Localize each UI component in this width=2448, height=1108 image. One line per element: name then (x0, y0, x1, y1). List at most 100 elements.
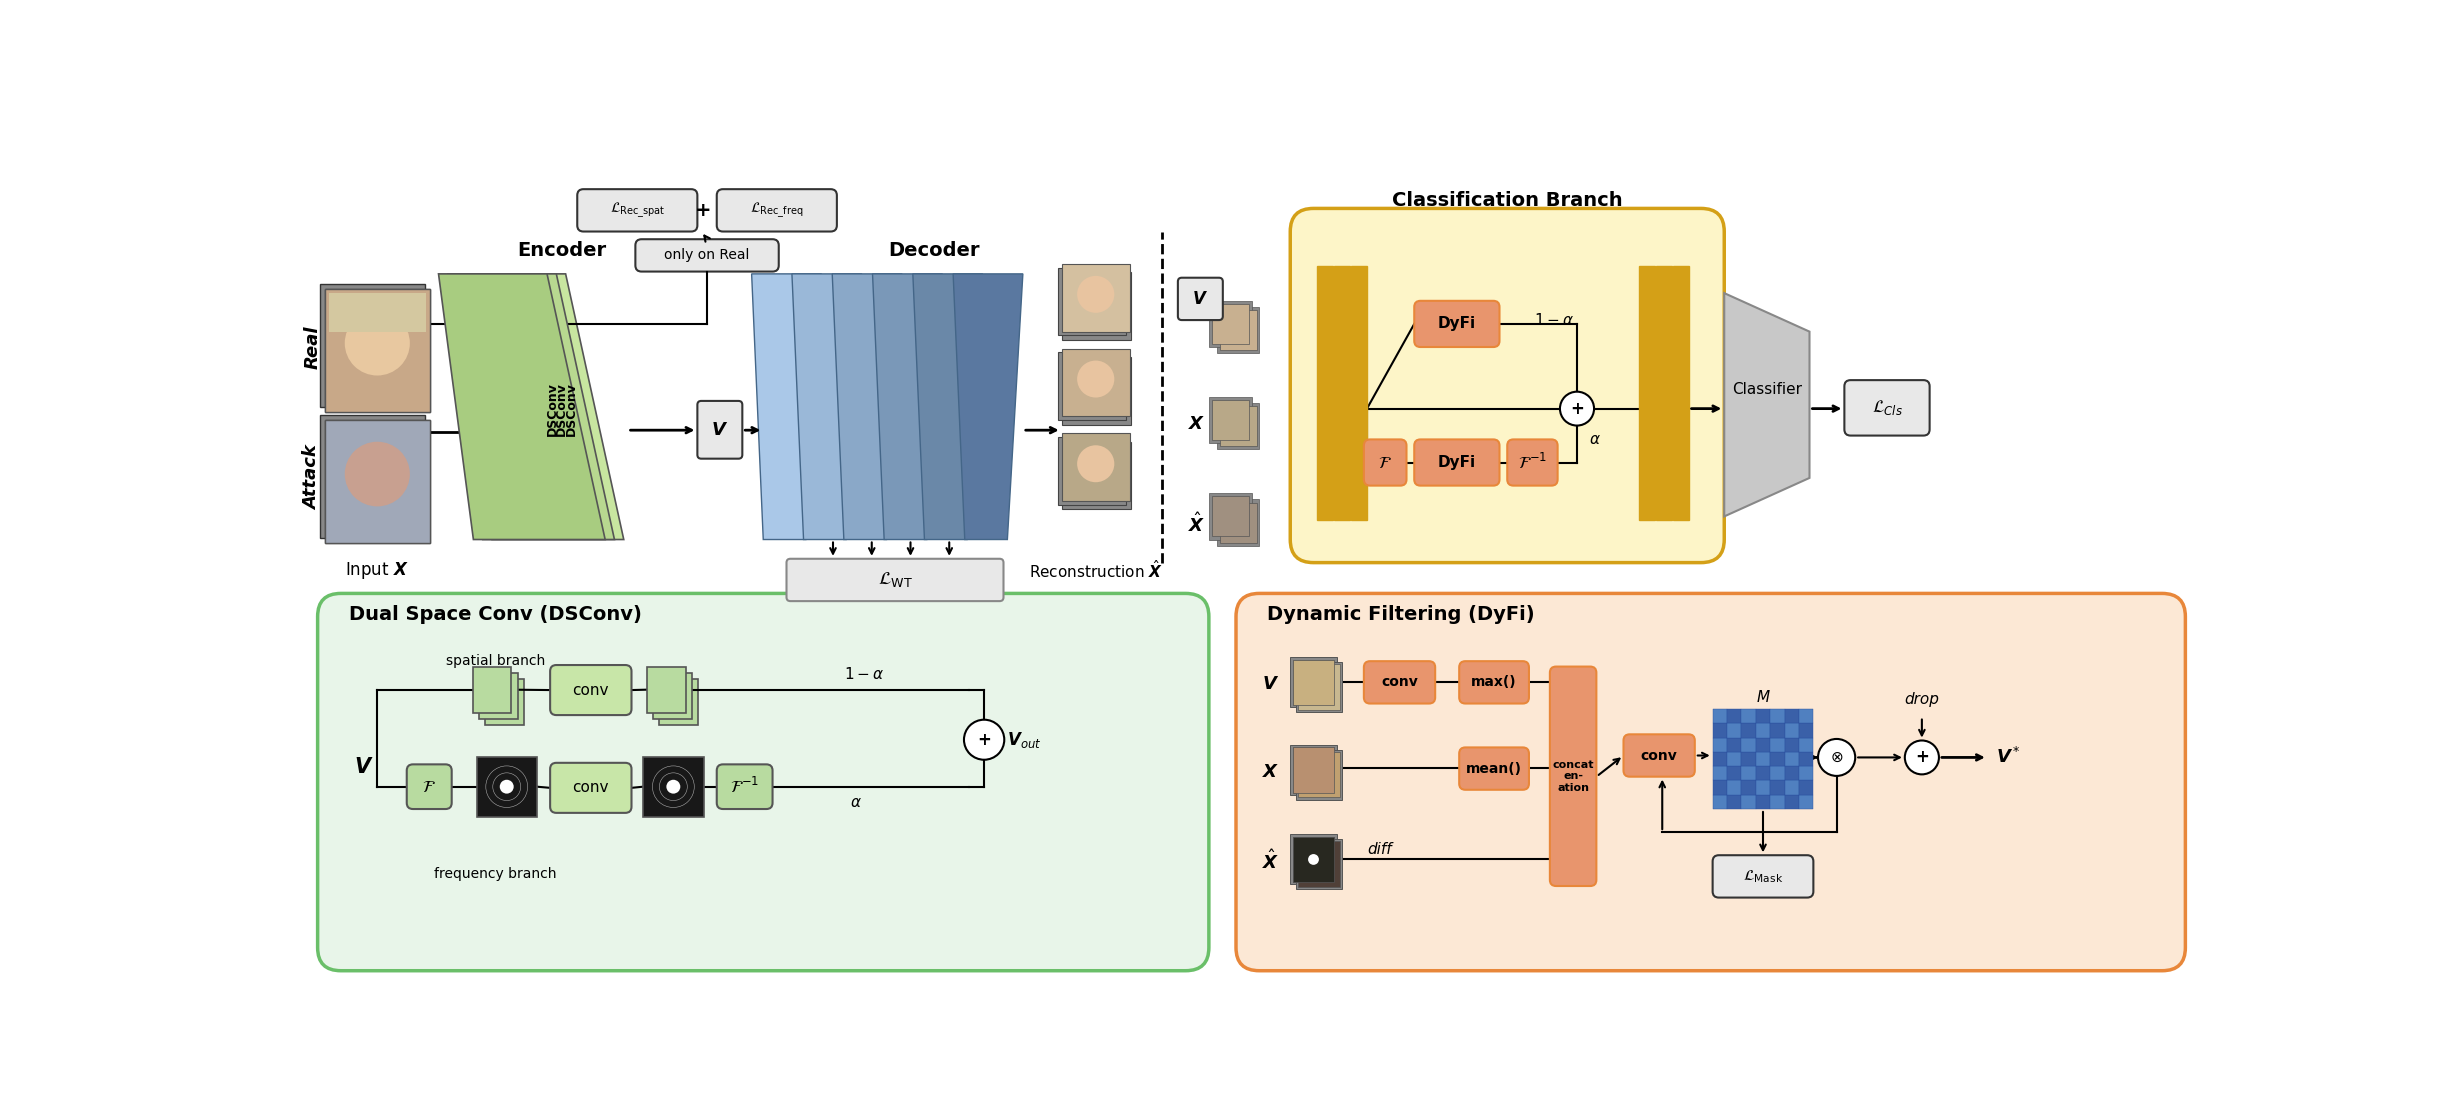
Polygon shape (328, 294, 426, 331)
Bar (1334, 266, 1349, 521)
Bar (1741, 780, 1755, 794)
Bar (1755, 709, 1770, 724)
Bar (1297, 752, 1339, 798)
Bar (1317, 266, 1332, 521)
Bar (321, 414, 424, 538)
Bar (1297, 841, 1339, 886)
Bar (1770, 766, 1785, 780)
FancyBboxPatch shape (1714, 855, 1814, 897)
Text: Classification Branch: Classification Branch (1393, 192, 1623, 211)
FancyBboxPatch shape (786, 558, 1004, 602)
FancyBboxPatch shape (1236, 594, 2186, 971)
Text: Attack: Attack (304, 445, 321, 511)
Text: Real: Real (304, 326, 321, 369)
Bar (1209, 493, 1251, 540)
Bar (1726, 780, 1741, 794)
Text: $\mathcal{F}$: $\mathcal{F}$ (424, 778, 436, 796)
Text: +: + (1914, 748, 1929, 767)
Text: +: + (977, 730, 991, 749)
Bar (1219, 310, 1256, 350)
Bar (1672, 266, 1689, 521)
Polygon shape (438, 274, 605, 540)
Text: +: + (695, 201, 712, 219)
Bar (1799, 766, 1814, 780)
Text: conv: conv (573, 683, 610, 698)
Circle shape (1077, 276, 1114, 312)
Bar (1785, 724, 1799, 738)
FancyBboxPatch shape (717, 765, 774, 809)
Text: drop: drop (1905, 692, 1939, 707)
Bar (326, 420, 431, 543)
Bar (1290, 834, 1337, 884)
Text: +: + (1569, 400, 1584, 418)
Bar (1770, 780, 1785, 794)
Bar (1770, 794, 1785, 809)
Text: DSConv: DSConv (565, 381, 578, 435)
Text: only on Real: only on Real (663, 248, 749, 263)
Text: conv: conv (1381, 676, 1417, 689)
FancyBboxPatch shape (551, 762, 632, 813)
Bar (1714, 780, 1726, 794)
Bar (1799, 738, 1814, 752)
FancyBboxPatch shape (1364, 440, 1408, 485)
Text: Dynamic Filtering (DyFi): Dynamic Filtering (DyFi) (1268, 605, 1535, 625)
Text: $1-\alpha$: $1-\alpha$ (845, 666, 884, 683)
Bar (1799, 794, 1814, 809)
Text: $\boldsymbol{X}$: $\boldsymbol{X}$ (1263, 763, 1280, 781)
FancyBboxPatch shape (1177, 278, 1224, 320)
Polygon shape (791, 274, 862, 540)
Bar (1799, 709, 1814, 724)
Bar (1726, 752, 1741, 766)
Bar (1062, 349, 1131, 417)
Bar (1290, 745, 1337, 796)
Bar (1290, 657, 1337, 707)
Bar (326, 289, 431, 412)
Circle shape (1077, 360, 1114, 398)
Circle shape (345, 311, 409, 376)
Bar (1217, 403, 1258, 450)
Text: Classifier: Classifier (1731, 382, 1802, 397)
Bar (1755, 752, 1770, 766)
Bar (1799, 752, 1814, 766)
Text: $\mathcal{F}$: $\mathcal{F}$ (1378, 453, 1393, 472)
Text: $\mathcal{L}_{\mathrm{WT}}$: $\mathcal{L}_{\mathrm{WT}}$ (876, 571, 913, 589)
Bar (1212, 400, 1248, 440)
FancyBboxPatch shape (578, 189, 698, 232)
Text: DyFi: DyFi (1437, 455, 1476, 470)
FancyBboxPatch shape (551, 665, 632, 715)
Bar (1785, 780, 1799, 794)
Bar (659, 679, 698, 725)
Bar (1295, 750, 1342, 800)
Text: $\hat{\boldsymbol{X}}$: $\hat{\boldsymbol{X}}$ (1263, 850, 1280, 873)
Circle shape (1905, 740, 1939, 774)
Circle shape (1559, 392, 1594, 425)
Bar (1058, 438, 1126, 505)
Bar (1755, 766, 1770, 780)
Bar (646, 667, 685, 712)
Bar (1755, 780, 1770, 794)
Text: conv: conv (573, 780, 610, 796)
FancyBboxPatch shape (1550, 667, 1596, 886)
FancyBboxPatch shape (1459, 748, 1530, 790)
Text: $\mathcal{F}^{-1}$: $\mathcal{F}^{-1}$ (730, 777, 759, 797)
Bar (654, 673, 693, 719)
Polygon shape (871, 274, 942, 540)
Text: Input $\boldsymbol{X}$: Input $\boldsymbol{X}$ (345, 560, 409, 581)
Text: $\alpha$: $\alpha$ (1589, 432, 1601, 447)
Polygon shape (752, 274, 823, 540)
FancyBboxPatch shape (1843, 380, 1929, 435)
Bar (1655, 266, 1672, 521)
FancyBboxPatch shape (1415, 440, 1501, 485)
Bar (1726, 766, 1741, 780)
Text: DyFi: DyFi (1437, 317, 1476, 331)
Bar (480, 673, 517, 719)
Bar (1293, 659, 1334, 705)
FancyBboxPatch shape (1415, 300, 1501, 347)
Circle shape (499, 780, 514, 793)
Text: $\boldsymbol{V}$: $\boldsymbol{V}$ (712, 421, 730, 439)
Text: max(): max() (1471, 676, 1518, 689)
Polygon shape (913, 274, 982, 540)
Polygon shape (952, 274, 1023, 540)
Bar (1755, 794, 1770, 809)
Bar (1799, 780, 1814, 794)
